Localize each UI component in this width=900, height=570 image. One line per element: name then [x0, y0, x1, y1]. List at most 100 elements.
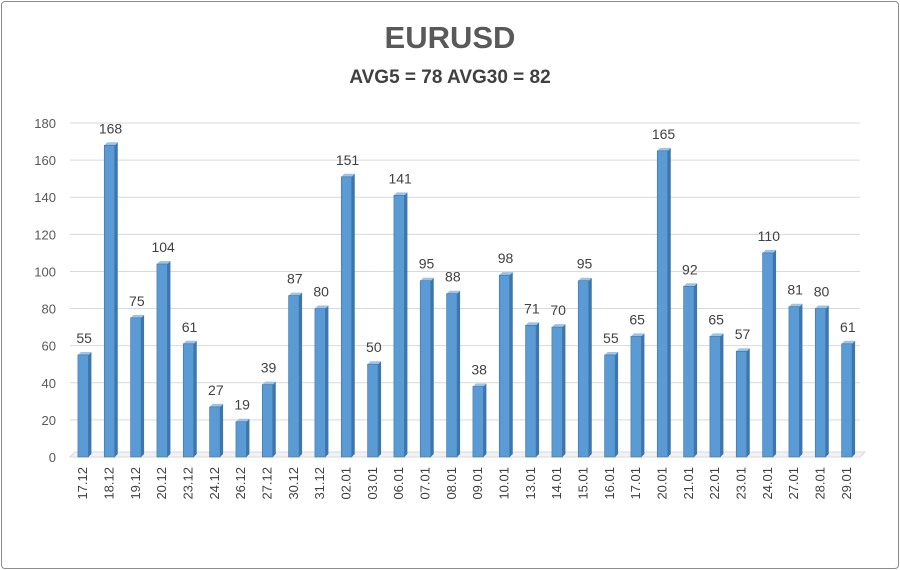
bar [788, 306, 800, 458]
bar-top [209, 403, 224, 407]
x-tick-label: 23.01 [734, 467, 749, 500]
x-tick-label: 19.12 [128, 467, 143, 500]
y-tick-label: 0 [49, 450, 56, 465]
data-label: 95 [419, 256, 435, 272]
bar [604, 354, 616, 458]
y-tick-label: 100 [34, 264, 56, 279]
bar [683, 285, 695, 458]
bar [182, 343, 195, 458]
bar [577, 280, 590, 458]
bar-side [220, 403, 224, 457]
bar-side [246, 418, 250, 457]
bar [630, 336, 642, 458]
bar [841, 343, 853, 458]
x-tick-label: 17.12 [75, 467, 90, 500]
bar [472, 386, 484, 458]
x-tick-label: 21.01 [681, 467, 696, 500]
bar-side [562, 324, 566, 457]
bar [525, 324, 537, 458]
bar [314, 308, 326, 458]
bar-side [325, 305, 329, 457]
bar-top [183, 340, 197, 344]
chart-title: EURUSD [384, 20, 516, 55]
data-label: 98 [498, 250, 514, 266]
x-tick-label: 03.01 [365, 467, 380, 500]
bar-side [799, 303, 803, 457]
bar-side [141, 314, 145, 457]
x-tick-label: 18.12 [102, 467, 117, 500]
bar [393, 195, 405, 458]
bar [446, 293, 458, 458]
x-tick-label: 20.12 [154, 467, 169, 500]
x-tick-label: 15.01 [576, 467, 591, 500]
bar-top [499, 272, 513, 276]
bar-side [193, 340, 197, 457]
bar-top [709, 333, 724, 337]
y-tick-label: 140 [34, 190, 56, 205]
bar [103, 144, 116, 458]
data-label: 75 [129, 293, 145, 309]
x-tick-label: 28.01 [813, 467, 828, 500]
data-label: 80 [814, 284, 830, 300]
bar-top [762, 249, 777, 253]
bar-top [314, 305, 329, 309]
y-tick-label: 40 [42, 376, 56, 391]
data-label: 65 [708, 311, 724, 327]
bar [709, 336, 721, 458]
bar-side [299, 292, 303, 457]
bar-top [288, 292, 303, 296]
x-tick-label: 20.01 [655, 467, 670, 500]
x-tick-label: 09.01 [470, 467, 485, 500]
x-tick-label: 08.01 [444, 467, 459, 500]
data-label: 141 [388, 170, 412, 186]
data-label: 57 [735, 326, 751, 342]
x-tick-label: 07.01 [418, 467, 433, 500]
data-label: 19 [234, 397, 250, 413]
x-tick-label: 29.01 [839, 467, 854, 500]
x-tick-label: 27.01 [786, 467, 801, 500]
x-tick-label: 31.12 [312, 467, 327, 500]
bar [77, 354, 89, 458]
bar-top [104, 142, 118, 146]
bar-top [446, 290, 461, 294]
bar [419, 280, 432, 458]
bar-top [156, 261, 171, 265]
y-tick-label: 20 [42, 413, 56, 428]
bar-top [683, 283, 698, 287]
bar [288, 295, 300, 458]
data-label: 95 [577, 256, 593, 272]
x-tick-label: 27.12 [260, 467, 275, 500]
bar-top [657, 147, 671, 151]
bar [551, 326, 563, 458]
data-label: 39 [261, 360, 277, 376]
bar-top [420, 277, 434, 281]
data-label: 27 [208, 382, 224, 398]
data-label: 61 [182, 319, 198, 335]
y-tick-label: 80 [42, 302, 56, 317]
bar-top [367, 361, 382, 365]
bar-top [551, 324, 566, 328]
y-tick-label: 160 [34, 153, 56, 168]
data-label: 61 [840, 319, 856, 335]
bar-top [262, 381, 276, 385]
bar-top [77, 351, 92, 355]
bar-side [746, 348, 750, 457]
x-tick-label: 10.01 [497, 467, 512, 500]
bar-top [472, 383, 487, 387]
data-label: 50 [366, 339, 382, 355]
bar-side [694, 283, 698, 457]
bar-top [815, 305, 829, 309]
bar-side [536, 322, 540, 457]
x-tick-label: 06.01 [391, 467, 406, 500]
bar-top [393, 192, 408, 196]
bar-side [457, 290, 461, 457]
data-label: 87 [287, 271, 303, 287]
bar [367, 363, 379, 458]
bar [814, 308, 827, 458]
bar-side [615, 351, 619, 457]
data-label: 104 [151, 239, 175, 255]
y-tick-label: 60 [42, 339, 56, 354]
bar-top [130, 314, 145, 318]
bar [235, 421, 247, 458]
bar-side [88, 351, 92, 457]
